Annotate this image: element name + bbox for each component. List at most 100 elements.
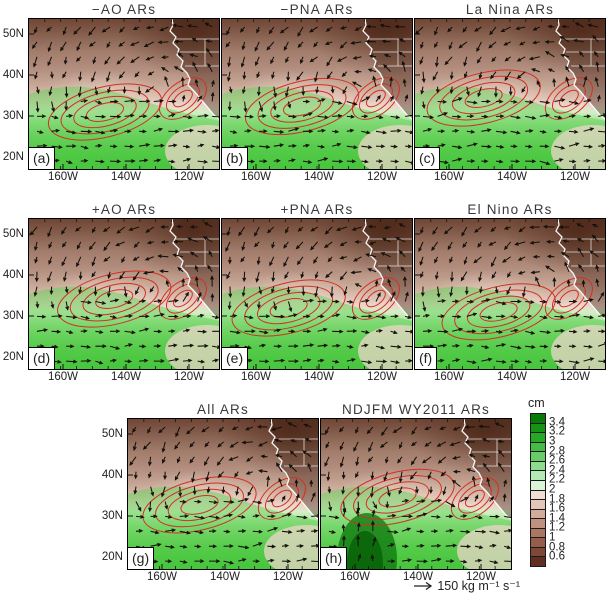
lon-tick-label: 160W	[433, 371, 465, 383]
lat-tick-label: 20N	[101, 551, 123, 563]
colorbar-tick-label: 1.4	[549, 512, 565, 525]
vector-map-canvas	[222, 19, 412, 169]
map-panel-h: NDJFM WY2011 ARs (h) 160W 140W 120W	[320, 402, 512, 583]
lon-tick-label: 160W	[47, 371, 79, 383]
longitude-axis-labels: 160W 140W 120W	[29, 171, 219, 187]
longitude-axis-labels: 160W 140W 120W	[415, 171, 605, 187]
panel-title: All ARs	[197, 402, 249, 417]
panel-title: −PNA ARs	[280, 2, 354, 17]
vector-map-canvas	[415, 19, 605, 169]
lon-tick-label: 120W	[173, 371, 205, 383]
lat-tick-label: 50N	[101, 428, 123, 440]
lon-tick-label: 140W	[110, 371, 142, 383]
colorbar-tick-label: 0.8	[549, 541, 565, 554]
colorbar	[530, 413, 546, 567]
colorbar-cell	[531, 442, 545, 453]
colorbar-cell	[531, 423, 545, 434]
lat-tick-label: 30N	[2, 310, 24, 322]
lon-tick-label: 140W	[303, 371, 335, 383]
colorbar-cell	[531, 557, 545, 566]
lon-tick-label: 120W	[366, 371, 398, 383]
colorbar-cell	[531, 519, 545, 529]
lat-tick-label: 50N	[2, 228, 24, 240]
colorbar-tick-label: 3.2	[549, 425, 565, 438]
colorbar-cell	[531, 461, 545, 472]
colorbar-cell	[531, 480, 545, 491]
colorbar-cell	[531, 452, 545, 462]
panel-title: El Nino ARs	[467, 202, 553, 217]
lat-tick-label: 40N	[101, 469, 123, 481]
vector-map-canvas	[29, 19, 219, 169]
panel-letter-label: (f)	[414, 347, 438, 370]
lat-tick-label: 20N	[2, 151, 24, 163]
longitude-axis-labels: 160W 140W 120W	[415, 371, 605, 387]
panel-letter-label: (a)	[28, 147, 56, 170]
panel-letter-label: (c)	[414, 147, 441, 170]
colorbar-tick-label: 2.2	[549, 473, 565, 486]
vector-scale-arrow-icon	[414, 581, 433, 590]
longitude-axis-labels: 160W 140W 120W	[128, 571, 318, 587]
lat-tick-label: 20N	[2, 351, 24, 363]
lon-tick-label: 160W	[240, 171, 272, 183]
colorbar-units-label: cm	[528, 396, 545, 410]
lon-tick-label: 140W	[402, 571, 434, 583]
colorbar-tick-label: 1.6	[549, 502, 565, 515]
colorbar-cell	[531, 490, 545, 501]
longitude-axis-labels: 160W 140W 120W	[321, 571, 511, 587]
panel-letter-label: (e)	[221, 347, 249, 370]
panel-title: La Nina ARs	[465, 2, 555, 17]
lat-tick-label: 50N	[2, 28, 24, 40]
panel-letter-label: (h)	[320, 547, 348, 570]
colorbar-tick-label: 2	[549, 483, 556, 496]
vector-map-canvas	[415, 219, 605, 369]
vector-map-canvas	[321, 419, 511, 569]
vector-map-canvas	[29, 219, 219, 369]
colorbar-cell	[531, 414, 545, 424]
lon-tick-label: 160W	[433, 171, 465, 183]
map-panel-g: All ARs (g) 50N 40N 30N 20N 160W 140W 12…	[102, 402, 319, 583]
lon-tick-label: 140W	[303, 171, 335, 183]
colorbar-cell	[531, 433, 545, 443]
colorbar-tick-label: 1.8	[549, 492, 565, 505]
colorbar-tick-labels: 3.4 3.2 3 2.8 2.6 2.4 2.2 2 1.8 1.6 1.4 1.2 1 0.8 0.6	[549, 413, 579, 567]
colorbar-cell	[531, 528, 545, 539]
vector-scale-label: 150 kg m⁻¹ s⁻¹	[437, 579, 520, 593]
lat-tick-label: 30N	[2, 110, 24, 122]
colorbar-cell	[531, 500, 545, 510]
longitude-axis-labels: 160W 140W 120W	[29, 371, 219, 387]
vector-map-canvas	[128, 419, 318, 569]
map-panel-b: −PNA ARs (b) 160W 140W 120W	[221, 2, 413, 183]
map-panel-d: +AO ARs (d) 50N 40N 30N 20N 160W 140W 12…	[3, 202, 220, 383]
colorbar-tick-label: 2.4	[549, 464, 565, 477]
latitude-axis-labels: 50N 40N 30N 20N	[98, 419, 125, 569]
latitude-axis-labels: 50N 40N 30N 20N	[0, 219, 26, 369]
lon-tick-label: 160W	[146, 571, 178, 583]
panel-letter-label: (g)	[127, 547, 155, 570]
lon-tick-label: 120W	[465, 571, 497, 583]
panel-letter-label: (b)	[221, 147, 249, 170]
panel-title: +PNA ARs	[280, 202, 354, 217]
lat-tick-label: 40N	[2, 69, 24, 81]
panel-title: +AO ARs	[91, 202, 157, 217]
panel-letter-label: (d)	[28, 347, 56, 370]
colorbar-tick-label: 0.6	[549, 550, 565, 563]
vector-map-canvas	[222, 219, 412, 369]
map-panel-f: El Nino ARs (f) 160W 140W 120W	[414, 202, 606, 383]
panel-title: NDJFM WY2011 ARs	[342, 402, 490, 417]
vector-scale: 150 kg m⁻¹ s⁻¹	[414, 578, 520, 593]
colorbar-cell	[531, 538, 545, 548]
lat-tick-label: 30N	[101, 510, 123, 522]
lon-tick-label: 120W	[173, 171, 205, 183]
colorbar-tick-label: 3.4	[549, 415, 565, 428]
map-panel-c: La Nina ARs (c) 160W 140W 120W	[414, 2, 606, 183]
colorbar-tick-label: 2.6	[549, 454, 565, 467]
map-panel-e: +PNA ARs (e) 160W 140W 120W	[221, 202, 413, 383]
colorbar-tick-label: 1	[549, 531, 556, 544]
colorbar-tick-label: 2.8	[549, 444, 565, 457]
lon-tick-label: 120W	[366, 171, 398, 183]
lon-tick-label: 120W	[559, 171, 591, 183]
longitude-axis-labels: 160W 140W 120W	[222, 171, 412, 187]
lon-tick-label: 120W	[272, 571, 304, 583]
lon-tick-label: 160W	[240, 371, 272, 383]
